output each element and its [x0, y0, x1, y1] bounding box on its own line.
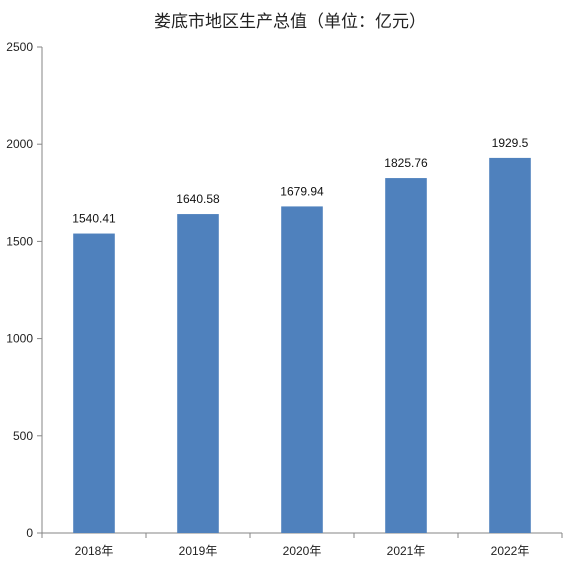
x-tick-label: 2022年 [491, 544, 530, 558]
bar [177, 214, 219, 534]
y-axis: 0 500 1000 1500 2000 2500 [6, 40, 43, 540]
x-tick-label: 2020年 [283, 544, 322, 558]
data-label: 1929.5 [492, 136, 529, 150]
data-labels: 1540.41 1640.58 1679.94 1825.76 1929.5 [72, 136, 528, 226]
bar [73, 233, 115, 533]
bar [489, 157, 531, 533]
data-label: 1640.58 [176, 192, 220, 206]
bars [73, 157, 531, 534]
y-tick-label: 0 [26, 526, 33, 540]
data-label: 1679.94 [280, 184, 324, 198]
y-tick-label: 2000 [6, 137, 33, 151]
y-tick-label: 1000 [6, 332, 33, 346]
y-tick-label: 500 [13, 429, 33, 443]
x-tick-label: 2019年 [179, 544, 218, 558]
data-label: 1825.76 [384, 156, 428, 170]
y-tick-label: 1500 [6, 234, 33, 248]
data-label: 1540.41 [72, 212, 116, 226]
x-tick-label: 2018年 [75, 544, 114, 558]
chart-title: 娄底市地区生产总值（单位：亿元） [154, 12, 426, 32]
bar [281, 206, 323, 533]
x-tick-label: 2021年 [387, 544, 426, 558]
bar [385, 178, 427, 533]
y-tick-label: 2500 [6, 40, 33, 54]
x-axis: 2018年 2019年 2020年 2021年 2022年 [41, 532, 563, 558]
